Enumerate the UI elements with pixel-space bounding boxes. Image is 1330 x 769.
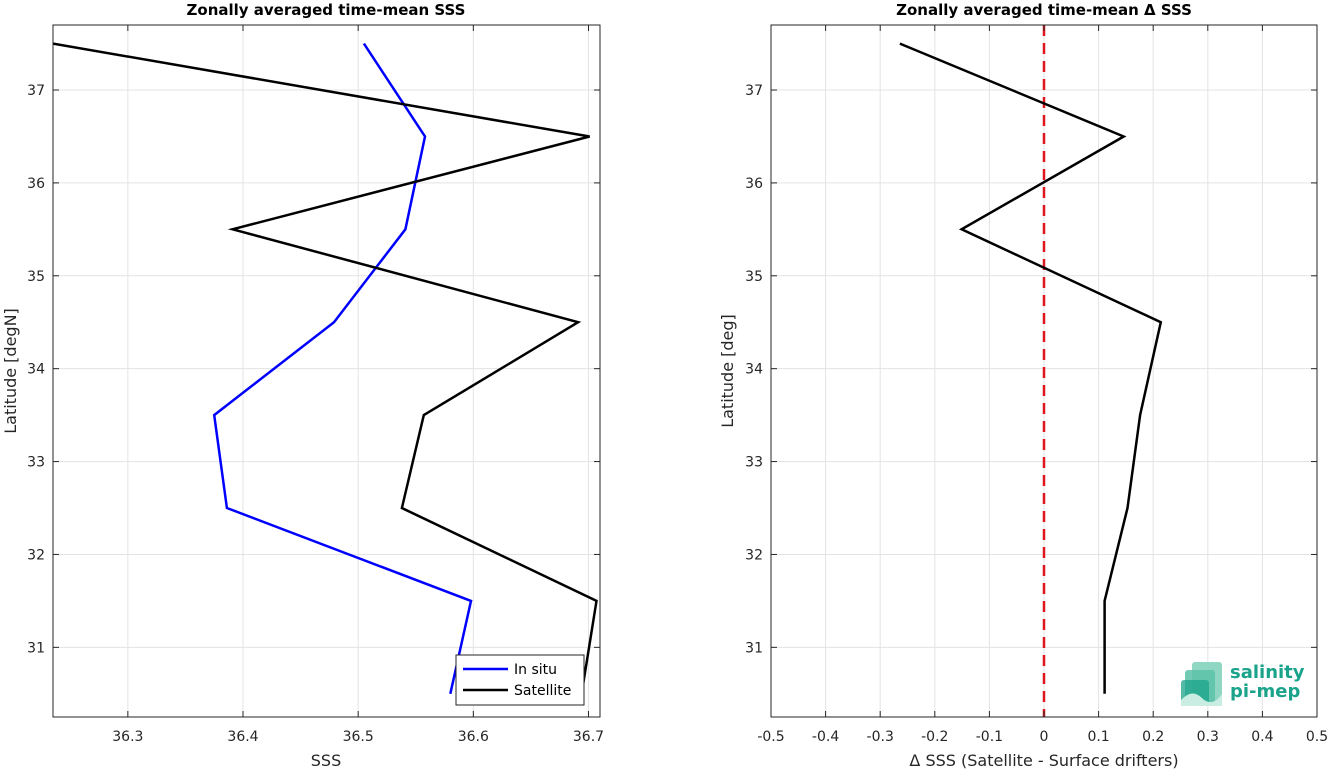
left-legend: In situ Satellite [455,654,585,706]
x-tick-label: 36.3 [112,729,143,745]
right-x-axis-label: Δ SSS (Satellite - Surface drifters) [909,751,1178,769]
legend-label-in-situ: In situ [514,662,557,678]
right-chart: -0.5 -0.4 -0.3 -0.2 -0.1 0 0.1 0.2 0.3 0.4 0.5 313… [718,1,1328,769]
y-tick-label: 36 [27,176,45,192]
x-tick-label: 0.1 [1087,729,1109,745]
logo-wave-mark-icon [1181,662,1222,706]
left-ytick-labels: 31 32 33 34 35 36 37 [27,83,45,656]
x-tick-label: 0.2 [1142,729,1164,745]
left-x-axis-label: SSS [311,751,341,769]
y-tick-label: 32 [745,547,763,563]
series-line-delta-sss [899,42,1163,694]
y-tick-label: 31 [745,640,763,656]
left-axes-box [52,24,601,718]
logo-line-1: salinity [1230,662,1305,683]
left-y-axis-label: Latitude [degN] [1,308,20,434]
y-tick-label: 31 [27,640,45,656]
y-tick-label: 36 [745,176,763,192]
y-tick-label: 35 [27,269,45,285]
series-line-in-situ [212,42,473,695]
right-ytick-labels: 31 32 33 34 35 36 37 [745,83,763,656]
left-chart-title: Zonally averaged time-mean SSS [187,1,466,19]
y-tick-label: 34 [745,362,763,378]
left-xtick-labels: 36.3 36.4 36.5 36.6 36.7 [112,729,604,745]
x-tick-label: 0.5 [1306,729,1328,745]
x-tick-label: -0.2 [921,729,948,745]
x-tick-label: 0.4 [1251,729,1273,745]
x-tick-label: 36.5 [343,729,374,745]
right-y-axis-label: Latitude [deg] [718,314,737,428]
y-tick-label: 37 [745,83,763,99]
x-tick-label: 0 [1040,729,1049,745]
right-ticks [770,25,1318,717]
y-tick-label: 34 [27,362,45,378]
right-chart-title: Zonally averaged time-mean Δ SSS [896,1,1192,19]
x-tick-label: 36.7 [573,729,604,745]
legend-box [455,654,585,706]
x-tick-label: 0.3 [1197,729,1219,745]
left-plot-area [53,25,600,717]
y-tick-label: 33 [27,455,45,471]
x-tick-label: 36.4 [227,729,258,745]
salinity-pi-mep-logo: salinity pi-mep [1181,662,1305,706]
x-tick-label: -0.4 [812,729,839,745]
x-tick-label: -0.5 [757,729,784,745]
left-chart: 36.3 36.4 36.5 36.6 36.7 31 32 33 34 35 36 37 Zona… [1,1,604,769]
right-xtick-labels: -0.5 -0.4 -0.3 -0.2 -0.1 0 0.1 0.2 0.3 0.4 0.5 [757,729,1328,745]
y-tick-label: 33 [745,455,763,471]
y-tick-label: 32 [27,547,45,563]
legend-label-satellite: Satellite [514,683,571,699]
logo-line-2: pi-mep [1230,681,1300,702]
y-tick-label: 37 [27,83,45,99]
x-tick-label: -0.1 [976,729,1003,745]
left-series [53,42,598,695]
x-tick-label: 36.6 [458,729,489,745]
y-tick-label: 35 [745,269,763,285]
series-line-satellite [53,42,598,694]
left-grid [53,25,600,717]
left-ticks [53,25,600,717]
x-tick-label: -0.3 [867,729,894,745]
right-series [899,42,1163,694]
